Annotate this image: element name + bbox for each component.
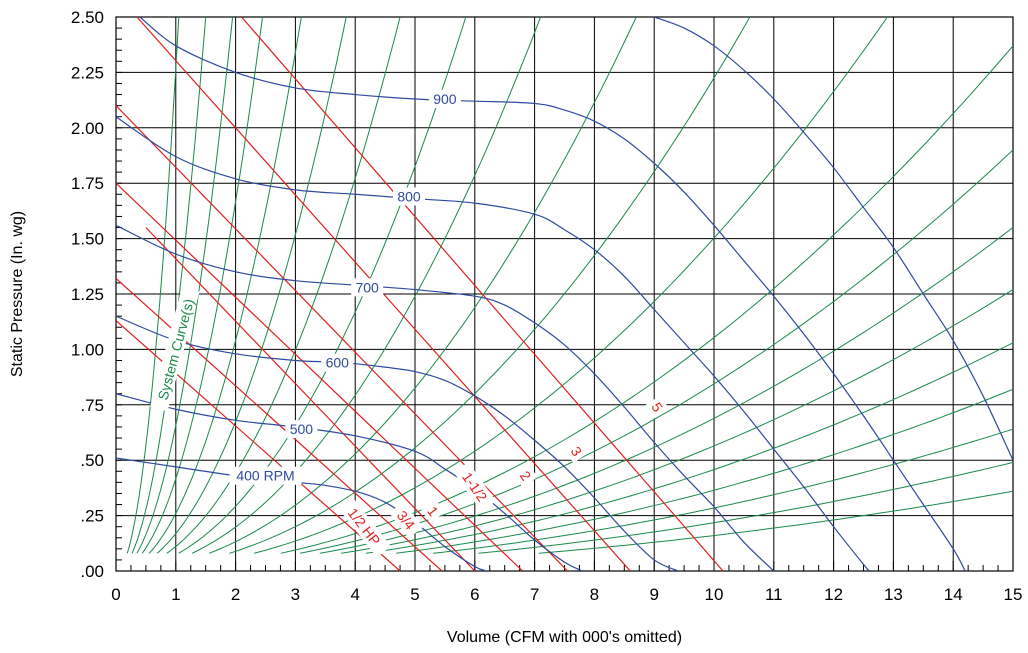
rpm-label-bg bbox=[428, 89, 461, 108]
hp-label-group: 3 bbox=[564, 439, 589, 464]
rpm-label: 700 bbox=[355, 279, 379, 295]
minor-ticks bbox=[115, 16, 1014, 572]
hp-curve bbox=[145, 227, 476, 571]
rpm-label-bg bbox=[229, 466, 302, 485]
rpm-label-bg bbox=[351, 278, 384, 297]
x-tick-label: 1 bbox=[171, 585, 180, 604]
system-curve bbox=[156, 17, 347, 554]
x-tick-label: 4 bbox=[350, 585, 359, 604]
system-curve bbox=[280, 45, 1013, 554]
x-tick-label: 0 bbox=[111, 585, 120, 604]
rpm-label-group: 400 RPM bbox=[229, 466, 302, 485]
x-tick-label: 7 bbox=[530, 585, 539, 604]
system-curve bbox=[478, 461, 1013, 554]
x-axis-title: Volume (CFM with 000's omitted) bbox=[447, 629, 682, 646]
y-tick-label: 1.25 bbox=[71, 285, 104, 304]
system-curve bbox=[191, 17, 542, 554]
rpm-label-group: 500 bbox=[285, 420, 318, 439]
hp-label-bg bbox=[564, 439, 589, 464]
y-tick-label: .00 bbox=[80, 562, 104, 581]
rpm-curve bbox=[116, 315, 679, 571]
system-curve bbox=[148, 17, 302, 554]
x-tick-label: 14 bbox=[944, 585, 963, 604]
hp-label-bg bbox=[453, 461, 496, 512]
y-tick-label: 2.25 bbox=[71, 63, 104, 82]
y-tick-label: .25 bbox=[80, 507, 104, 526]
x-tick-label: 11 bbox=[765, 585, 783, 604]
hp-label-bg bbox=[513, 463, 538, 488]
system-curve bbox=[319, 227, 1013, 554]
hp-label-bg bbox=[645, 395, 670, 419]
y-axis-title: Static Pressure (In. wg) bbox=[9, 211, 26, 377]
rpm-label-bg bbox=[285, 420, 318, 439]
hp-label-bg bbox=[420, 499, 445, 524]
system-curve bbox=[141, 17, 263, 554]
system-curve bbox=[396, 388, 1013, 554]
x-tick-label: 12 bbox=[824, 585, 843, 604]
rpm-curve bbox=[116, 457, 487, 571]
rpm-label-group: 900 bbox=[428, 89, 461, 108]
y-tick-label: 1.50 bbox=[71, 230, 104, 249]
rpm-curve bbox=[116, 224, 775, 571]
y-tick-label: 1.00 bbox=[71, 340, 104, 359]
rpm-label-bg bbox=[321, 353, 354, 372]
system-curve bbox=[433, 428, 1013, 554]
x-tick-label: 6 bbox=[470, 585, 479, 604]
rpm-label: 400 RPM bbox=[236, 468, 294, 484]
system-curve bbox=[166, 17, 401, 554]
x-tick-label: 2 bbox=[231, 585, 240, 604]
rpm-curve bbox=[116, 393, 583, 571]
x-tick-label: 9 bbox=[649, 585, 658, 604]
rpm-label: 900 bbox=[433, 91, 457, 107]
rpm-label-group: 800 bbox=[393, 187, 426, 206]
x-tick-label: 8 bbox=[590, 585, 599, 604]
rpm-curve bbox=[653, 17, 1013, 461]
y-tick-label: 2.50 bbox=[71, 8, 104, 27]
rpm-label-group: 600 bbox=[321, 353, 354, 372]
rpm-label: 500 bbox=[290, 421, 314, 437]
hp-curve bbox=[116, 182, 524, 571]
hp-curve bbox=[116, 105, 568, 571]
system-curve bbox=[229, 17, 751, 554]
system-curve bbox=[131, 17, 207, 554]
y-tick-label: .75 bbox=[80, 396, 104, 415]
x-tick-label: 13 bbox=[884, 585, 903, 604]
system-curve-label-bg bbox=[150, 286, 200, 412]
hp-label-group: 1 bbox=[420, 499, 445, 524]
hp-curve bbox=[136, 17, 631, 571]
rpm-curve bbox=[116, 116, 870, 571]
hp-label-bg bbox=[337, 495, 391, 558]
system-curve bbox=[365, 342, 1013, 554]
y-tick-label: 2.00 bbox=[71, 119, 104, 138]
rpm-label-group: 700 bbox=[351, 278, 384, 297]
rpm-curves bbox=[116, 17, 1013, 571]
system-curve bbox=[126, 17, 180, 554]
rpm-label-bg bbox=[393, 187, 426, 206]
hp-curve bbox=[241, 17, 724, 571]
system-curve bbox=[341, 289, 1013, 554]
rpm-label: 600 bbox=[326, 355, 350, 371]
rpm-label: 800 bbox=[397, 188, 421, 204]
system-curve bbox=[208, 17, 637, 554]
system-curve bbox=[136, 17, 234, 554]
system-curve bbox=[178, 17, 467, 554]
plot-border bbox=[115, 16, 1014, 572]
system-curve bbox=[300, 149, 1013, 554]
hp-label-bg bbox=[389, 501, 423, 539]
curves bbox=[116, 17, 1013, 571]
x-tick-label: 15 bbox=[1004, 585, 1023, 604]
grid bbox=[115, 16, 1014, 572]
x-tick-label: 3 bbox=[291, 585, 300, 604]
y-tick-label: 1.75 bbox=[71, 174, 104, 193]
hp-label-group: 2 bbox=[513, 463, 538, 488]
x-tick-label: 10 bbox=[705, 585, 724, 604]
y-tick-label: .50 bbox=[80, 451, 104, 470]
system-curve bbox=[538, 490, 1013, 554]
hp-label-group: 5 bbox=[645, 395, 670, 419]
x-tick-label: 5 bbox=[410, 585, 419, 604]
rpm-curve bbox=[139, 17, 966, 571]
